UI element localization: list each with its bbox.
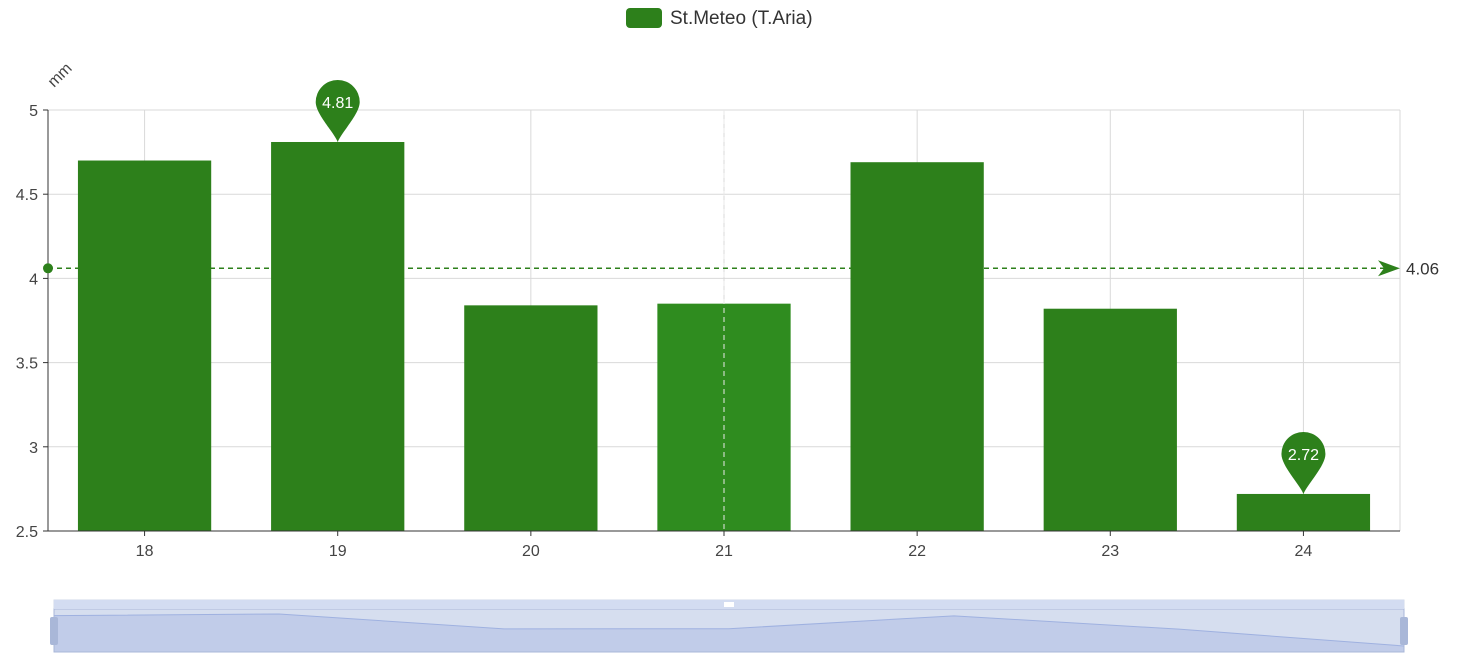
axes: 2.5 3 3.5 4 4.5 5 18 19 20 21 22 23 24 xyxy=(16,103,1400,560)
bar[interactable] xyxy=(77,160,212,531)
data-zoom-slider[interactable] xyxy=(50,599,1408,653)
mark-line-arrow-icon xyxy=(1378,260,1400,277)
x-tick-label: 20 xyxy=(522,543,540,560)
zoom-handle-left[interactable] xyxy=(50,617,58,645)
bar[interactable] xyxy=(1236,493,1371,531)
zoom-handle-right[interactable] xyxy=(1400,617,1408,645)
mark-line-label: 4.06 xyxy=(1406,259,1439,278)
grip-handle-icon[interactable] xyxy=(724,602,734,607)
zoom-preview-line xyxy=(53,613,1405,647)
y-tick-label: 3.5 xyxy=(16,356,38,373)
x-tick-label: 19 xyxy=(329,543,347,560)
legend-label[interactable]: St.Meteo (T.Aria) xyxy=(670,8,813,29)
x-tick-label: 24 xyxy=(1295,543,1313,560)
legend-swatch[interactable] xyxy=(626,8,662,28)
bar[interactable] xyxy=(464,305,598,531)
bar[interactable] xyxy=(271,141,405,531)
y-tick-label: 4 xyxy=(29,271,38,288)
y-tick-label: 3 xyxy=(29,440,38,457)
zoom-preview-area xyxy=(54,614,1404,652)
bars xyxy=(77,110,1371,532)
bar[interactable] xyxy=(850,162,984,532)
mark-point-pin-icon xyxy=(1281,431,1326,494)
average-mark-line: 4.06 xyxy=(43,259,1439,278)
x-tick-label: 22 xyxy=(908,543,926,560)
y-tick-label: 5 xyxy=(29,103,38,120)
x-tick-label: 18 xyxy=(136,543,154,560)
y-tick-label: 4.5 xyxy=(16,187,38,204)
mark-point-pin-icon xyxy=(315,79,360,142)
x-tick-label: 21 xyxy=(715,543,733,560)
y-tick-label: 2.5 xyxy=(16,524,38,541)
mark-point-label: 2.72 xyxy=(1288,447,1319,464)
bar[interactable] xyxy=(1043,308,1177,531)
y-axis-unit-label: mm xyxy=(45,60,76,91)
mark-points: 4.81 2.72 xyxy=(315,79,1326,494)
zoom-selection-window xyxy=(53,608,1405,653)
x-tick-label: 23 xyxy=(1101,543,1119,560)
mark-point-label: 4.81 xyxy=(322,95,353,112)
legend[interactable]: St.Meteo (T.Aria) xyxy=(626,8,813,29)
